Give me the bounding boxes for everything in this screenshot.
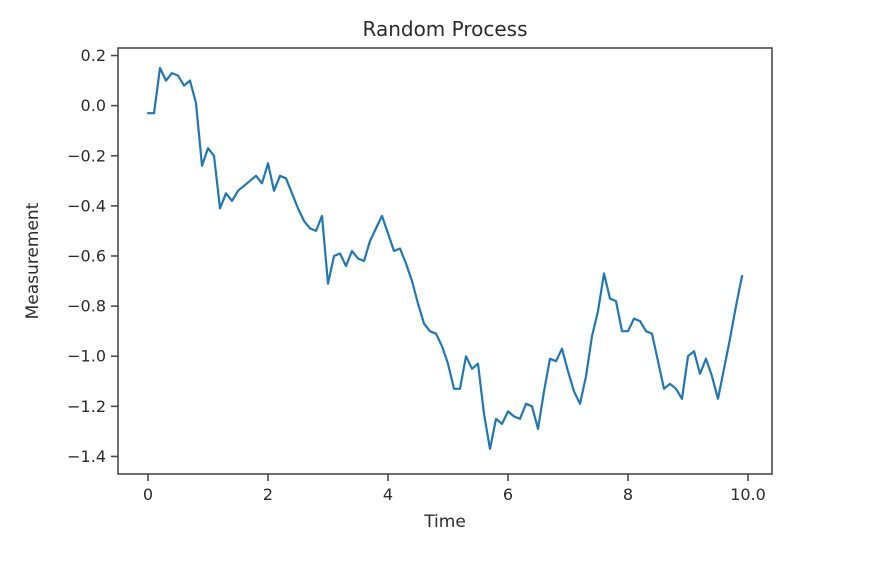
y-tick-label: −0.2	[67, 146, 106, 165]
y-tick-label: 0.2	[81, 46, 106, 65]
x-tick-label: 4	[383, 485, 393, 504]
y-tick-label: 0.0	[81, 96, 106, 115]
y-tick-label: −1.0	[67, 347, 106, 366]
y-tick-label: −1.4	[67, 447, 106, 466]
y-tick-label: −0.8	[67, 297, 106, 316]
data-line	[146, 66, 744, 450]
x-axis-label: Time	[423, 512, 466, 532]
x-tick-label: 8	[623, 485, 633, 504]
y-tick-label: −1.2	[67, 397, 106, 416]
x-tick-label: 6	[503, 485, 513, 504]
y-tick-label: −0.4	[67, 196, 106, 215]
y-axis-ticks: 0.2 0.0 −0.2 −0.4 −0.6 −0.8 −1.0 −1.2 −1.4	[67, 46, 118, 466]
chart-title: Random Process	[362, 17, 527, 41]
x-tick-label: 0	[143, 485, 153, 504]
x-tick-label: 2	[263, 485, 273, 504]
axes-box	[117, 47, 773, 475]
x-tick-label: 10.0	[730, 485, 766, 504]
y-axis-label: Measurement	[23, 202, 43, 319]
data-series	[146, 66, 744, 450]
y-tick-label: −0.6	[67, 246, 106, 265]
x-axis-ticks: 0 2 4 6 8 10.0	[143, 474, 766, 504]
